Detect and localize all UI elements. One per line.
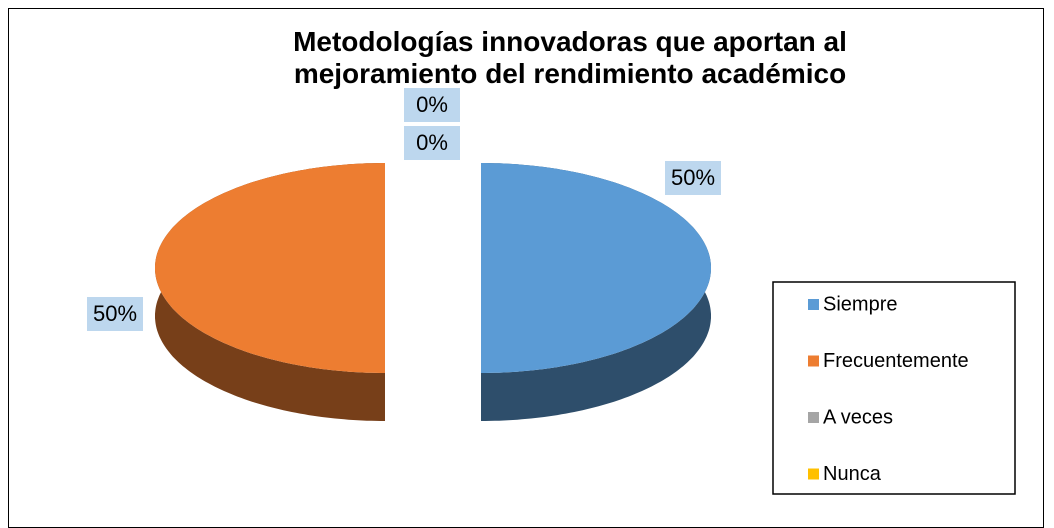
legend-box — [772, 281, 1016, 495]
legend-label: A veces — [823, 406, 893, 428]
legend-swatch — [808, 355, 819, 367]
data-label-bg — [404, 126, 460, 160]
pie-slice — [481, 163, 711, 373]
data-label-bg — [404, 88, 460, 122]
pie-slice — [155, 163, 385, 373]
legend-swatch — [808, 412, 819, 423]
chart-title: Metodologías innovadoras que aportan al … — [293, 26, 847, 89]
legend-label: Siempre — [823, 293, 897, 315]
data-label-bg — [87, 297, 143, 331]
data-label: 0% — [416, 92, 448, 117]
pie-tops — [155, 163, 711, 373]
data-label: 50% — [671, 165, 715, 190]
legend-label: Nunca — [823, 463, 882, 485]
legend-swatch — [808, 299, 819, 310]
legend-swatch — [808, 468, 819, 480]
data-label: 0% — [416, 130, 448, 155]
legend-label: Frecuentemente — [823, 350, 969, 372]
data-label: 50% — [93, 301, 137, 326]
data-label-bg — [665, 161, 721, 195]
